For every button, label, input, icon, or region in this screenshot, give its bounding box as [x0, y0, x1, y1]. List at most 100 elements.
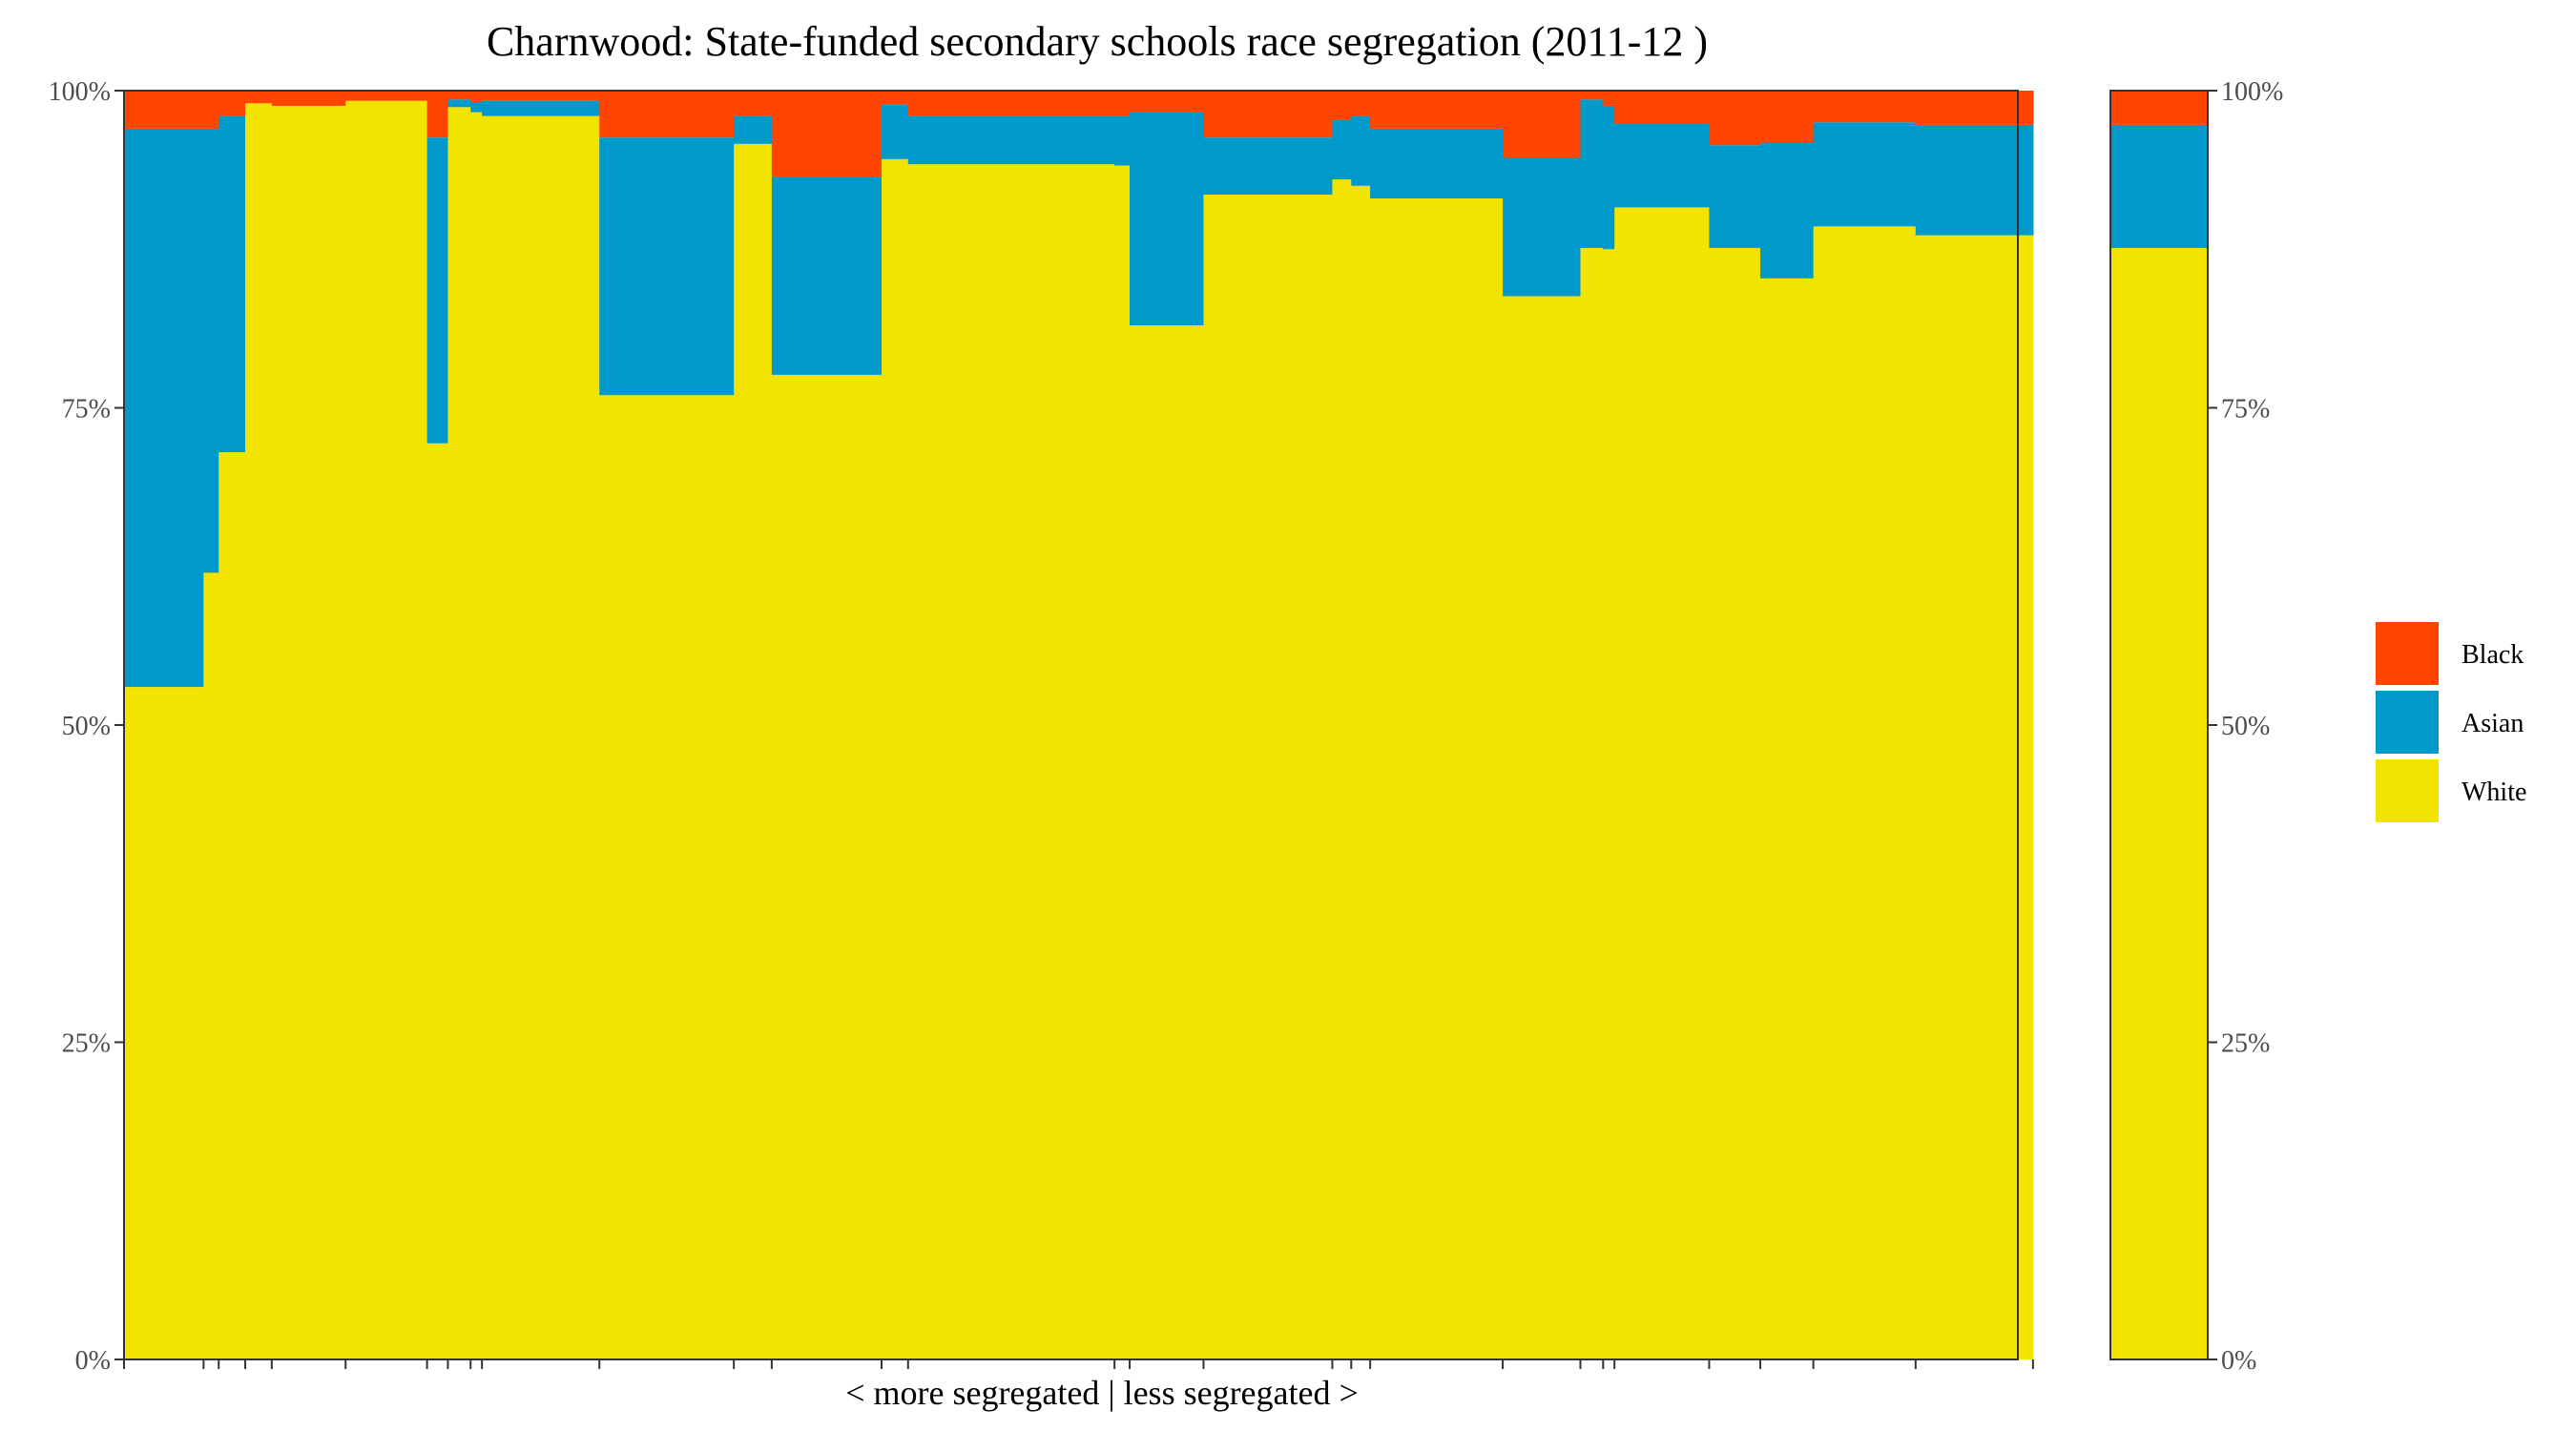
- x-axis-title: < more segregated | less segregated >: [845, 1374, 1359, 1412]
- bar-segment-asian-school-20: [1351, 115, 1371, 186]
- bar-segment-white-school-1: [124, 687, 204, 1359]
- bar-segment-white-school-21: [1370, 198, 1504, 1359]
- bar-segment-white-school-12: [734, 143, 773, 1360]
- bar-segment-white-school-19: [1332, 179, 1352, 1360]
- bar-segment-black-school-27: [1760, 91, 1815, 143]
- legend-key-white: [2376, 759, 2439, 822]
- y-tick-label-left: 0%: [75, 1346, 111, 1376]
- bar-segment-black-school-23: [1580, 91, 1604, 100]
- bar-segment-black-school-29: [1915, 91, 2034, 125]
- bar-segment-white-school-11: [599, 395, 735, 1359]
- bar-segment-white-school-14: [882, 158, 909, 1359]
- bar-segment-asian-school-29: [1915, 124, 2034, 236]
- plot-area-schools: [123, 90, 2034, 1360]
- bar-segment-asian-school-8: [447, 99, 471, 108]
- bar-segment-white-school-6: [345, 100, 428, 1359]
- bar-segment-black-school-14: [882, 91, 909, 105]
- bar-segment-white-school-16: [1114, 165, 1131, 1360]
- bar-segment-black-school-8: [447, 91, 471, 100]
- bar-segment-white-school-15: [907, 164, 1115, 1359]
- bar-segment-black-school-24: [1603, 91, 1615, 106]
- y-tick-label-left: 25%: [62, 1029, 111, 1059]
- bar-segment-asian-school-17: [1130, 112, 1205, 326]
- bar-segment-black-school-26: [1709, 91, 1761, 146]
- bar-segment-asian-school-3: [218, 115, 246, 453]
- bar-segment-white-school-7: [426, 443, 449, 1359]
- bar-segment-white-school-28: [1813, 226, 1917, 1359]
- bar-segment-white-overall: [2110, 247, 2208, 1359]
- y-tick-label-left: 100%: [49, 77, 111, 107]
- bar-segment-black-school-13: [771, 91, 883, 177]
- bar-segment-black-overall: [2110, 91, 2208, 125]
- bar-segment-asian-school-1: [124, 128, 204, 688]
- bar-segment-white-school-18: [1203, 195, 1334, 1359]
- bar-segment-white-school-26: [1709, 247, 1761, 1359]
- bar-segment-asian-school-15: [907, 115, 1115, 165]
- bar-segment-black-school-10: [482, 91, 600, 101]
- bar-segment-white-school-17: [1130, 325, 1205, 1359]
- bar-segment-white-school-9: [470, 112, 483, 1360]
- y-tick-label-right: 100%: [2221, 77, 2283, 107]
- bar-segment-white-school-13: [771, 374, 883, 1359]
- y-tick-label-left: 75%: [62, 395, 111, 425]
- bar-segment-asian-overall: [2110, 124, 2208, 248]
- bar-segment-black-school-21: [1370, 91, 1504, 129]
- legend-label-black: Black: [2462, 640, 2524, 670]
- bar-segment-black-school-12: [734, 91, 773, 116]
- legend-label-asian: Asian: [2462, 709, 2524, 738]
- bar-segment-asian-school-7: [426, 137, 449, 444]
- bar-segment-black-school-4: [245, 91, 273, 104]
- y-axis-left: 0% 25% 50% 75% 100%: [49, 77, 124, 1376]
- bar-segment-black-school-16: [1114, 91, 1131, 116]
- bar-segment-asian-school-14: [882, 104, 909, 159]
- bar-segment-black-school-6: [345, 91, 428, 101]
- legend-key-black: [2376, 622, 2439, 685]
- bar-segment-asian-school-19: [1332, 119, 1352, 180]
- bar-segment-asian-school-21: [1370, 128, 1504, 199]
- bar-segment-black-school-5: [271, 91, 346, 106]
- bar-segment-black-school-7: [426, 91, 449, 138]
- bar-segment-white-school-29: [1915, 235, 2034, 1359]
- bar-segment-black-school-9: [470, 91, 483, 102]
- bar-segment-asian-school-24: [1603, 105, 1615, 250]
- y-axis-right: 0% 25% 50% 75% 100%: [2208, 77, 2283, 1376]
- x-axis-ticks: [123, 1359, 2034, 1369]
- bar-segment-black-school-17: [1130, 91, 1205, 113]
- bar-segment-asian-school-28: [1813, 122, 1917, 227]
- bar-segment-asian-school-13: [771, 176, 883, 375]
- bar-segment-asian-school-23: [1580, 99, 1604, 248]
- bar-segment-black-school-22: [1503, 91, 1582, 158]
- y-tick-label-left: 50%: [62, 712, 111, 741]
- legend-label-white: White: [2462, 778, 2526, 807]
- bar-segment-asian-school-18: [1203, 137, 1334, 196]
- bar-segment-asian-school-10: [482, 100, 600, 116]
- bar-segment-black-school-18: [1203, 91, 1334, 138]
- plot-area-overall: [2109, 90, 2209, 1360]
- bar-segment-black-school-3: [218, 91, 246, 116]
- bar-segment-white-school-5: [271, 105, 346, 1360]
- bar-segment-black-school-11: [599, 91, 735, 138]
- bar-segment-white-school-27: [1760, 278, 1815, 1360]
- legend: Black Asian White: [2376, 622, 2526, 822]
- y-tick-label-right: 50%: [2221, 712, 2270, 741]
- y-tick-label-right: 25%: [2221, 1029, 2270, 1059]
- bar-segment-black-school-2: [203, 91, 219, 129]
- bar-segment-asian-school-27: [1760, 142, 1815, 279]
- bar-segment-white-school-22: [1503, 296, 1582, 1360]
- bar-segment-white-school-20: [1351, 185, 1371, 1359]
- bar-segment-white-school-8: [447, 107, 471, 1359]
- bar-segment-white-school-3: [218, 452, 246, 1359]
- bar-segment-asian-school-22: [1503, 157, 1582, 297]
- bar-segment-white-school-10: [482, 115, 600, 1360]
- bar-segment-black-school-28: [1813, 91, 1917, 123]
- bar-segment-black-school-20: [1351, 91, 1371, 116]
- bar-segment-black-school-19: [1332, 91, 1352, 120]
- bar-segment-black-school-15: [907, 91, 1115, 116]
- bar-segment-white-school-24: [1603, 249, 1615, 1359]
- bar-segment-white-school-25: [1614, 207, 1711, 1360]
- y-tick-label-right: 75%: [2221, 395, 2270, 425]
- bar-segment-asian-school-26: [1709, 145, 1761, 248]
- y-tick-label-right: 0%: [2221, 1346, 2256, 1376]
- bar-segment-white-school-2: [203, 572, 219, 1359]
